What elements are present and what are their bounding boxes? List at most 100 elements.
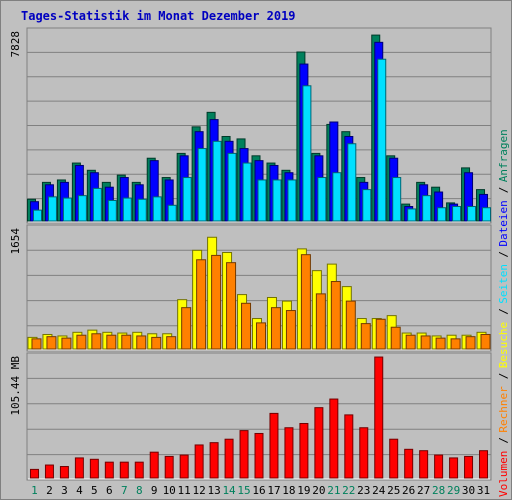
- bar-seiten-day-2: [47, 196, 57, 222]
- x-tick-label-day-9: 9: [151, 484, 158, 497]
- legend-separator: /: [497, 187, 510, 194]
- y-max-label-1: 7828: [9, 31, 22, 58]
- bar-volumen-day-25: [389, 438, 399, 479]
- chart-title: Tages-Statistik im Monat Dezember 2019: [21, 9, 296, 23]
- bar-volumen-day-30: [464, 455, 474, 479]
- x-tick-label-day-5: 5: [91, 484, 98, 497]
- bar-rechner-day-29: [450, 338, 461, 350]
- bar-rechner-day-12: [196, 259, 207, 350]
- bar-rechner-day-31: [480, 333, 491, 350]
- bar-seiten-day-14: [227, 152, 237, 222]
- legend-separator: /: [497, 373, 510, 380]
- x-tick-label-day-26: 26: [402, 484, 415, 497]
- bar-volumen-day-10: [164, 455, 174, 479]
- x-tick-label-day-24: 24: [372, 484, 386, 497]
- bar-rechner-day-20: [315, 293, 326, 350]
- x-tick-label-day-17: 17: [267, 484, 280, 497]
- bar-seiten-day-21: [332, 172, 342, 222]
- bar-volumen-day-21: [329, 398, 339, 479]
- bar-seiten-day-30: [467, 206, 477, 222]
- legend-seiten: Seiten: [497, 264, 510, 304]
- x-tick-label-day-6: 6: [106, 484, 113, 497]
- bar-volumen-day-23: [359, 427, 369, 479]
- x-tick-label-day-14: 14: [222, 484, 236, 497]
- x-tick-label-day-13: 13: [207, 484, 220, 497]
- bar-volumen-day-24: [374, 356, 384, 479]
- bar-volumen-day-26: [404, 448, 414, 479]
- bar-rechner-day-22: [345, 300, 356, 350]
- legend-volumen: Volumen: [497, 451, 510, 497]
- bar-seiten-day-13: [212, 140, 222, 222]
- bar-rechner-day-18: [285, 310, 296, 350]
- x-tick-label-day-4: 4: [76, 484, 83, 497]
- x-tick-label-day-16: 16: [252, 484, 265, 497]
- bar-volumen-day-3: [59, 466, 69, 479]
- bar-volumen-day-2: [44, 464, 54, 479]
- bar-seiten-day-7: [122, 197, 132, 222]
- bar-rechner-day-13: [211, 254, 222, 350]
- bar-rechner-day-28: [435, 337, 446, 350]
- bar-volumen-day-7: [119, 461, 129, 479]
- bar-volumen-day-16: [254, 432, 264, 479]
- x-tick-label-day-8: 8: [136, 484, 143, 497]
- bar-seiten-day-26: [407, 208, 417, 222]
- bar-volumen-day-27: [419, 450, 429, 479]
- bar-rechner-day-9: [151, 336, 162, 350]
- bar-rechner-day-21: [330, 281, 341, 350]
- bar-rechner-day-10: [166, 336, 177, 350]
- bar-volumen-day-22: [344, 414, 354, 479]
- bar-seiten-day-29: [452, 206, 462, 222]
- x-tick-label-day-30: 30: [462, 484, 475, 497]
- bar-rechner-day-16: [256, 322, 266, 350]
- bar-seiten-day-17: [272, 179, 282, 222]
- bar-volumen-day-31: [479, 450, 489, 479]
- bar-rechner-day-15: [241, 302, 252, 350]
- legend-separator: /: [497, 308, 510, 315]
- bar-volumen-day-18: [284, 427, 294, 479]
- bar-rechner-day-14: [226, 262, 237, 350]
- legend-rechner: Rechner: [497, 386, 510, 433]
- bar-rechner-day-5: [91, 333, 102, 350]
- x-tick-label-day-25: 25: [387, 484, 400, 497]
- bar-volumen-day-12: [194, 444, 204, 479]
- bar-seiten-day-10: [167, 204, 177, 222]
- bar-volumen-day-1: [29, 468, 39, 479]
- bar-rechner-day-27: [420, 335, 431, 350]
- bar-seiten-day-19: [302, 85, 312, 222]
- bar-volumen-day-29: [449, 457, 459, 479]
- bar-seiten-day-20: [317, 177, 327, 222]
- bar-seiten-day-12: [197, 148, 207, 222]
- bar-volumen-day-20: [314, 407, 324, 479]
- bar-seiten-day-11: [182, 177, 192, 222]
- bar-volumen-day-19: [299, 422, 309, 479]
- bar-rechner-day-7: [121, 334, 132, 350]
- bar-seiten-day-31: [482, 207, 492, 222]
- bar-rechner-day-17: [270, 307, 281, 350]
- bar-seiten-day-23: [362, 189, 372, 222]
- bar-seiten-day-27: [422, 195, 432, 222]
- bar-rechner-day-23: [360, 323, 371, 350]
- bar-seiten-day-8: [137, 198, 147, 222]
- x-tick-label-day-12: 12: [193, 484, 206, 497]
- x-tick-label-day-10: 10: [163, 484, 176, 497]
- bar-volumen-day-5: [89, 458, 99, 479]
- bar-volumen-day-6: [104, 461, 114, 479]
- x-tick-label-day-20: 20: [312, 484, 325, 497]
- x-tick-label-day-29: 29: [447, 484, 460, 497]
- bar-rechner-day-6: [106, 334, 117, 350]
- x-tick-label-day-1: 1: [31, 484, 38, 497]
- x-tick-label-day-18: 18: [282, 484, 295, 497]
- x-tick-label-day-27: 27: [417, 484, 430, 497]
- bar-volumen-day-17: [269, 412, 279, 479]
- x-tick-label-day-11: 11: [178, 484, 191, 497]
- bar-seiten-day-6: [107, 199, 117, 222]
- x-tick-label-day-7: 7: [121, 484, 128, 497]
- x-tick-label-day-3: 3: [61, 484, 68, 497]
- bar-volumen-day-4: [74, 457, 84, 479]
- bar-seiten-day-5: [92, 187, 102, 222]
- x-tick-label-day-28: 28: [432, 484, 445, 497]
- bar-volumen-day-14: [224, 438, 234, 479]
- legend-anfragen: Anfragen: [497, 129, 510, 182]
- x-tick-label-day-19: 19: [297, 484, 310, 497]
